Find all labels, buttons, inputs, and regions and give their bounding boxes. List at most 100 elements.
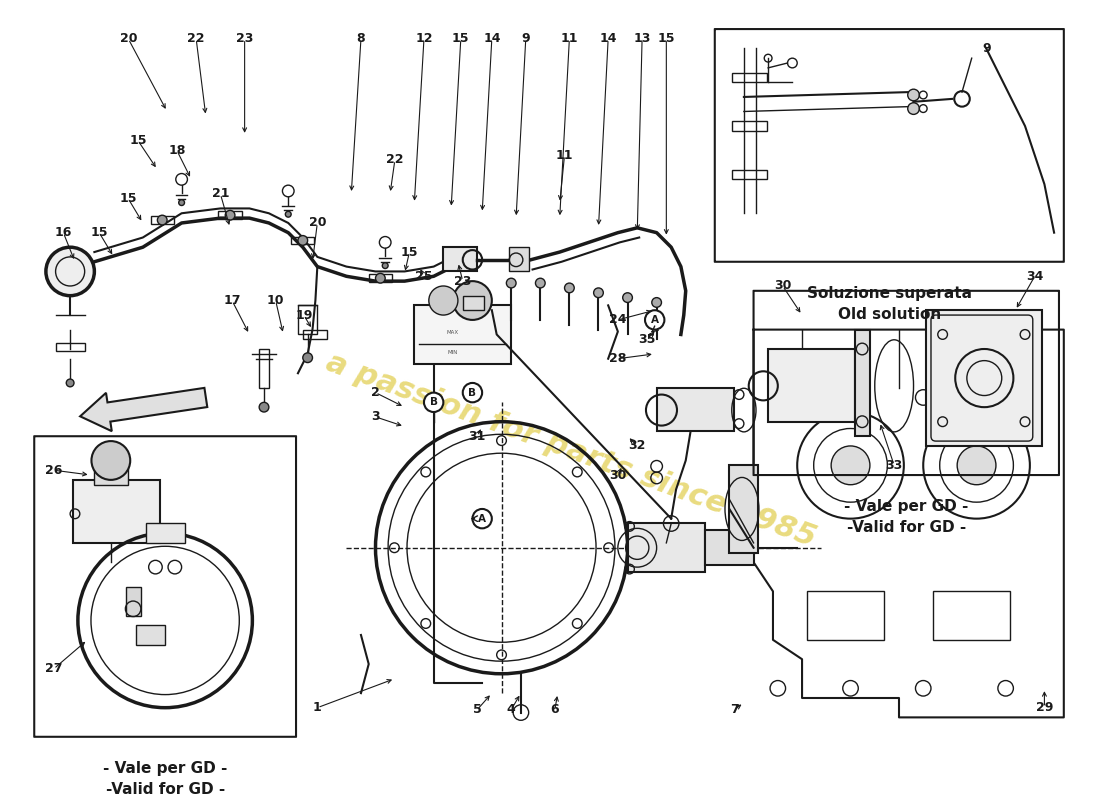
Text: 22: 22 xyxy=(386,154,404,166)
Text: 11: 11 xyxy=(561,32,579,46)
Circle shape xyxy=(302,353,312,362)
Bar xyxy=(302,330,327,339)
Text: 19: 19 xyxy=(295,309,312,322)
Text: 21: 21 xyxy=(211,187,229,200)
Text: 15: 15 xyxy=(129,134,146,147)
Text: 14: 14 xyxy=(483,32,500,46)
Text: 18: 18 xyxy=(168,144,186,157)
Text: 15: 15 xyxy=(452,32,470,46)
Bar xyxy=(126,586,141,615)
Bar xyxy=(151,216,174,224)
Text: 2: 2 xyxy=(371,386,380,399)
Text: A: A xyxy=(478,514,486,524)
Bar xyxy=(509,247,529,271)
Text: 20: 20 xyxy=(120,32,138,46)
Bar xyxy=(73,480,161,543)
Circle shape xyxy=(260,402,268,412)
Circle shape xyxy=(429,286,458,315)
Circle shape xyxy=(453,281,492,320)
Bar xyxy=(463,296,484,310)
Bar xyxy=(415,306,512,363)
Bar xyxy=(807,591,884,640)
Text: 15: 15 xyxy=(120,192,138,206)
Bar xyxy=(628,523,705,572)
Text: 20: 20 xyxy=(309,217,326,230)
Bar xyxy=(733,73,767,82)
Text: 10: 10 xyxy=(267,294,285,307)
Text: MAX: MAX xyxy=(447,330,459,335)
Bar xyxy=(298,306,317,334)
Bar xyxy=(705,530,754,565)
Bar xyxy=(145,523,185,543)
Circle shape xyxy=(157,215,167,225)
Text: 4: 4 xyxy=(507,703,516,716)
Text: - Vale per GD -
-Valid for GD -: - Vale per GD - -Valid for GD - xyxy=(103,761,228,797)
Text: 30: 30 xyxy=(609,469,627,482)
Circle shape xyxy=(908,89,920,101)
Text: 27: 27 xyxy=(45,662,63,675)
Text: 29: 29 xyxy=(1036,701,1053,714)
Text: 5: 5 xyxy=(473,703,482,716)
Circle shape xyxy=(652,298,661,307)
Text: 25: 25 xyxy=(415,270,432,282)
Text: 3: 3 xyxy=(371,410,380,423)
Text: 9: 9 xyxy=(521,32,530,46)
Circle shape xyxy=(472,509,492,528)
Circle shape xyxy=(506,278,516,288)
Text: 15: 15 xyxy=(400,246,418,258)
Text: 11: 11 xyxy=(556,149,573,162)
Bar xyxy=(856,330,870,436)
Circle shape xyxy=(91,441,130,480)
Bar xyxy=(136,626,165,645)
Text: MIN: MIN xyxy=(448,350,459,355)
Text: 16: 16 xyxy=(55,226,72,239)
Text: 22: 22 xyxy=(187,32,205,46)
Bar xyxy=(443,247,477,271)
Bar xyxy=(368,274,392,282)
Bar xyxy=(657,388,734,431)
Bar xyxy=(219,211,242,219)
Text: 6: 6 xyxy=(550,703,559,716)
Circle shape xyxy=(424,393,443,412)
Circle shape xyxy=(957,446,996,485)
Bar xyxy=(56,343,85,351)
Circle shape xyxy=(178,200,185,206)
Circle shape xyxy=(66,379,74,387)
Text: 34: 34 xyxy=(1026,270,1044,282)
Circle shape xyxy=(832,446,870,485)
Text: 15: 15 xyxy=(658,32,675,46)
Circle shape xyxy=(375,274,385,283)
Text: 26: 26 xyxy=(45,464,63,477)
Text: 7: 7 xyxy=(729,703,738,716)
Bar xyxy=(933,591,1011,640)
Circle shape xyxy=(226,210,235,220)
Bar xyxy=(260,349,268,388)
Text: A: A xyxy=(651,315,659,325)
Circle shape xyxy=(285,211,292,217)
Text: B: B xyxy=(469,388,476,398)
Bar xyxy=(729,466,758,553)
Text: Soluzione superata
Old solution: Soluzione superata Old solution xyxy=(806,286,971,322)
Text: 17: 17 xyxy=(223,294,241,307)
Circle shape xyxy=(908,102,920,114)
Circle shape xyxy=(46,247,95,296)
Text: 31: 31 xyxy=(469,430,486,442)
Text: 13: 13 xyxy=(634,32,651,46)
Text: 30: 30 xyxy=(774,279,791,293)
Text: 32: 32 xyxy=(628,439,646,453)
Bar xyxy=(95,466,129,485)
Text: 24: 24 xyxy=(609,314,627,326)
Text: 15: 15 xyxy=(90,226,108,239)
Bar xyxy=(926,310,1043,446)
Text: 14: 14 xyxy=(600,32,617,46)
Bar xyxy=(292,237,315,244)
Circle shape xyxy=(383,262,388,269)
Bar xyxy=(768,349,856,422)
Text: 1: 1 xyxy=(314,701,321,714)
FancyArrow shape xyxy=(80,388,207,431)
Circle shape xyxy=(536,278,546,288)
Bar xyxy=(733,170,767,179)
Text: a passion for parts since 1985: a passion for parts since 1985 xyxy=(322,347,821,552)
Text: 9: 9 xyxy=(982,42,991,55)
Text: 35: 35 xyxy=(638,333,656,346)
